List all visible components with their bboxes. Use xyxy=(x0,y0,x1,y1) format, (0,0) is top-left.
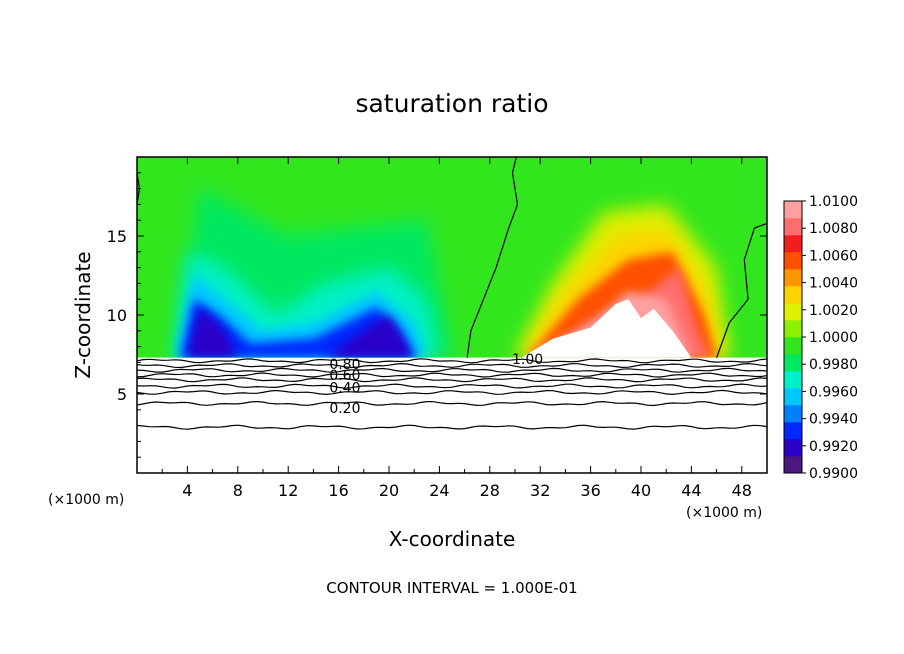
contour-line-0.9 xyxy=(137,358,767,364)
contour-line-0.1 xyxy=(137,424,767,430)
contour-label-0: 0.80 xyxy=(329,357,360,373)
colorbar-label-0: 1.0100 xyxy=(809,194,858,210)
x-tick-label-32: 32 xyxy=(530,481,550,500)
colorbar-label-6: 0.9980 xyxy=(809,357,858,373)
colorbar-swatch-8 xyxy=(784,320,802,338)
contour-line-0.8 xyxy=(137,362,767,369)
colorbar-label-8: 0.9940 xyxy=(809,412,858,428)
colorbar-swatch-11 xyxy=(784,269,802,287)
contour-line-0.4 xyxy=(137,383,767,389)
field-region-4 xyxy=(187,307,238,358)
x-tick-label-40: 40 xyxy=(631,481,651,500)
colorbar-label-3: 1.0040 xyxy=(809,276,858,292)
y-axis-ticks: 5 10 15 xyxy=(107,172,767,458)
x-tick-label-24: 24 xyxy=(429,481,449,500)
colorbar-label-1: 1.0080 xyxy=(809,221,858,237)
contour-label-4: 1.00 xyxy=(512,352,543,368)
contour-line-1.00-a xyxy=(466,157,519,358)
contour-label-2: 0.40 xyxy=(329,381,360,397)
colorbar-label-2: 1.0060 xyxy=(809,248,858,264)
x-tick-label-16: 16 xyxy=(328,481,348,500)
y-axis-label: Z-coordinate xyxy=(71,251,95,378)
colorbar-swatch-13 xyxy=(784,235,802,253)
colorbar-swatch-10 xyxy=(784,286,802,304)
y-tick-label-15: 15 xyxy=(107,227,127,246)
x-tick-label-44: 44 xyxy=(681,481,701,500)
x-unit-right: (×1000 m) xyxy=(686,505,762,521)
colorbar-label-10: 0.9900 xyxy=(809,466,858,482)
colorbar-label-7: 0.9960 xyxy=(809,384,858,400)
y-tick-label-10: 10 xyxy=(107,306,127,325)
x-tick-label-12: 12 xyxy=(278,481,298,500)
colorbar-swatch-3 xyxy=(784,405,802,423)
colorbar-swatch-12 xyxy=(784,252,802,270)
x-tick-label-4: 4 xyxy=(182,481,192,500)
x-tick-label-8: 8 xyxy=(233,481,243,500)
colorbar-swatch-5 xyxy=(784,371,802,389)
x-unit-left: (×1000 m) xyxy=(48,492,124,508)
colorbar: 1.0100 1.0080 1.0060 1.0040 1.0020 1.0000 0.99… xyxy=(783,194,858,482)
x-tick-label-36: 36 xyxy=(580,481,600,500)
cloud-region xyxy=(521,299,692,358)
x-axis-ticks: 4 8 12 16 20 24 28 32 36 40 44 48 xyxy=(161,157,752,500)
contour-line-0.5 xyxy=(137,377,767,383)
contour-line-0.2 xyxy=(137,400,767,407)
contour-line-1.00-b xyxy=(716,222,767,358)
x-tick-label-20: 20 xyxy=(379,481,399,500)
colorbar-label-4: 1.0020 xyxy=(809,303,858,319)
y-tick-label-5: 5 xyxy=(117,385,127,404)
colorbar-swatch-1 xyxy=(784,439,802,457)
x-tick-label-28: 28 xyxy=(480,481,500,500)
colorbar-swatch-14 xyxy=(784,218,802,236)
x-tick-label-48: 48 xyxy=(732,481,752,500)
field-region-5 xyxy=(326,315,415,358)
contour-line-0.6 xyxy=(137,372,767,378)
contour-label-1: 0.60 xyxy=(329,368,360,384)
contour-interval-footer: CONTOUR INTERVAL = 1.000E-01 xyxy=(326,579,577,597)
contour-lines: 0.800.600.40 0.20 1.00 xyxy=(137,157,767,430)
colorbar-label-5: 1.0000 xyxy=(809,330,858,346)
saturation-field xyxy=(137,157,767,358)
colorbar-swatch-6 xyxy=(784,354,802,372)
colorbar-swatch-9 xyxy=(784,303,802,321)
x-axis-label: X-coordinate xyxy=(389,527,516,551)
contour-line-0.3 xyxy=(137,389,767,396)
chart-title: saturation ratio xyxy=(355,89,548,118)
colorbar-swatch-2 xyxy=(784,422,802,440)
contour-label-3: 0.20 xyxy=(329,401,360,417)
colorbar-swatch-15 xyxy=(784,201,802,219)
colorbar-label-9: 0.9920 xyxy=(809,439,858,455)
colorbar-swatch-0 xyxy=(784,456,802,474)
colorbar-swatch-4 xyxy=(784,388,802,406)
contour-line-0.7 xyxy=(137,367,767,373)
colorbar-swatch-7 xyxy=(784,337,802,355)
